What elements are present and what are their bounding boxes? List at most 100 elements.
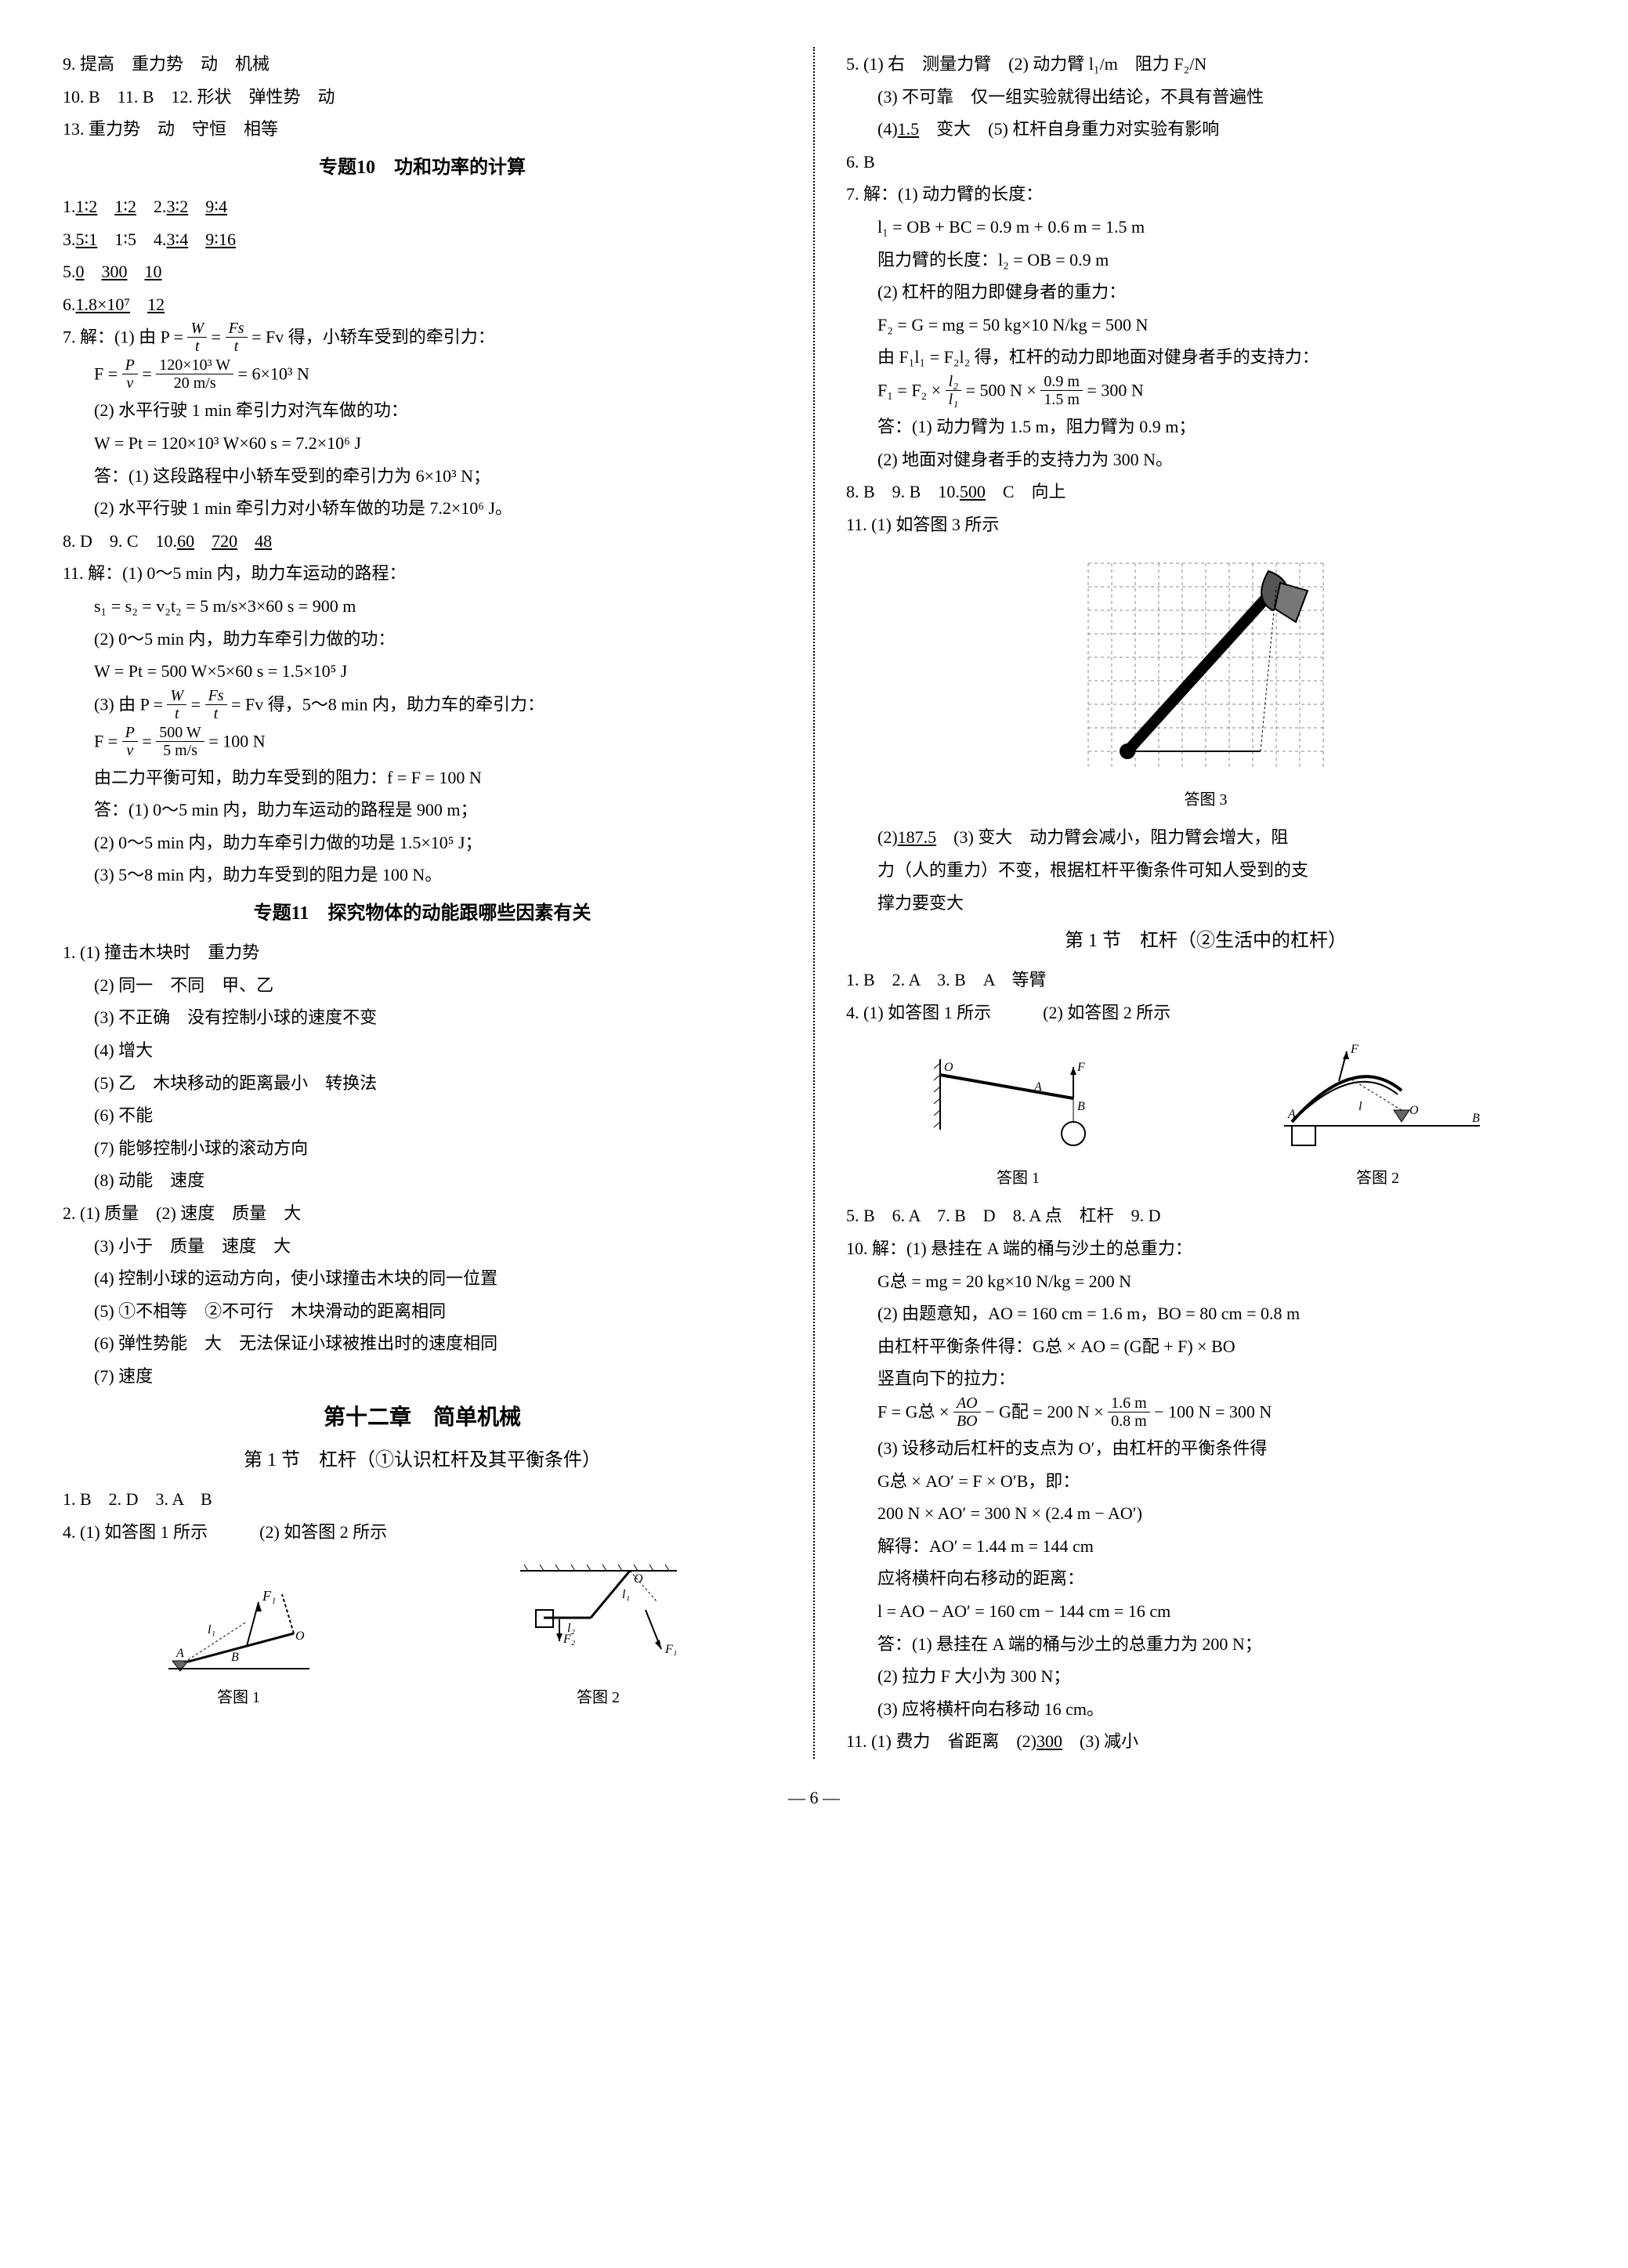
figure-label: 答图 1 (153, 1684, 325, 1712)
text-line: 答：(1) 动力臂为 1.5 m，阻力臂为 0.9 m； (846, 411, 1565, 443)
svg-text:F: F (1350, 1043, 1358, 1056)
text-line: 1. B 2. D 3. A B (63, 1484, 782, 1515)
text-line: 6.1.8×10⁷ 12 (63, 289, 782, 320)
svg-text:B: B (1472, 1112, 1480, 1125)
text-line: 由杠杆平衡条件得：G总 × AO = (G配 + F) × BO (846, 1331, 1565, 1362)
text-line: 11. (1) 如答图 3 所示 (846, 509, 1565, 541)
text-line: F = Pv = 500 W5 m/s = 100 N (63, 725, 782, 761)
svg-text:A: A (1287, 1108, 1296, 1121)
fraction: Fst (226, 320, 248, 355)
fraction: Pv (122, 724, 138, 759)
text-line: 答：(1) 0～5 min 内，助力车运动的路程是 900 m； (63, 794, 782, 826)
text-line: (2) 0～5 min 内，助力车牵引力做的功是 1.5×10⁵ J； (63, 827, 782, 859)
text-line: 撑力要变大 (846, 888, 1565, 919)
text-line: F₁ = F₂ × l₂l₁ = 500 N × 0.9 m1.5 m = 30… (846, 374, 1565, 410)
svg-text:l₁: l₁ (622, 1588, 630, 1601)
text-line: 答：(1) 悬挂在 A 端的桶与沙土的总重力为 200 N； (846, 1629, 1565, 1660)
text-line: 由 F₁l₁ = F₂l₂ 得，杠杆的动力即地面对健身者手的支持力： (846, 342, 1565, 373)
text-line: G总 × AO′ = F × O′B，即： (846, 1466, 1565, 1497)
svg-text:F₂: F₂ (563, 1633, 576, 1646)
text-line: 11. 解：(1) 0～5 min 内，助力车运动的路程： (63, 558, 782, 589)
lever-pull-diagram-icon: O A F B (917, 1036, 1120, 1161)
text-line: W = Pt = 120×10³ W×60 s = 7.2×10⁶ J (63, 428, 782, 459)
text-line: 8. B 9. B 10.500 C 向上 (846, 476, 1565, 508)
text-line: (3) 不正确 没有控制小球的速度不变 (63, 1002, 782, 1033)
text-line: 3.5∶1 1∶5 4.3∶4 9∶16 (63, 224, 782, 255)
text-line: l₁ = OB + BC = 0.9 m + 0.6 m = 1.5 m (846, 212, 1565, 243)
text-line: (5) ①不相等 ②不可行 木块滑动的距离相同 (63, 1296, 782, 1327)
text-line: 1.1∶2 1∶2 2.3∶2 9∶4 (63, 191, 782, 222)
text-line: 力（人的重力）不变，根据杠杆平衡条件可知人受到的支 (846, 855, 1565, 886)
svg-text:l₁: l₁ (208, 1623, 215, 1637)
svg-text:l: l (1358, 1100, 1362, 1113)
svg-text:A: A (1033, 1080, 1042, 1094)
text-line: 2. (1) 质量 (2) 速度 质量 大 (63, 1198, 782, 1229)
section-1b-title: 第 1 节 杠杆（②生活中的杠杆） (846, 924, 1565, 958)
text-line: 答：(1) 这段路程中小轿车受到的牵引力为 6×10³ N； (63, 461, 782, 492)
text-line: (2) 拉力 F 大小为 300 N； (846, 1661, 1565, 1692)
figure-label: 答图 2 (505, 1684, 693, 1712)
svg-text:O: O (634, 1572, 643, 1586)
svg-text:F₁: F₁ (664, 1643, 677, 1656)
figure-1-right: O A F B 答图 1 (917, 1036, 1120, 1192)
figure-2-right: A F l O B 答图 2 (1261, 1036, 1496, 1192)
text-line: G总 = mg = 20 kg×10 N/kg = 200 N (846, 1266, 1565, 1297)
text-line: F₂ = G = mg = 50 kg×10 N/kg = 500 N (846, 309, 1565, 341)
text-line: (2) 地面对健身者手的支持力为 300 N。 (846, 444, 1565, 476)
svg-text:O: O (295, 1630, 305, 1643)
text-line: (3) 设移动后杠杆的支点为 O′，由杠杆的平衡条件得 (846, 1433, 1565, 1464)
fraction: Wt (167, 687, 186, 722)
text-line: (2) 杠杆的阻力即健身者的重力： (846, 277, 1565, 308)
text-line: (4)1.5 变大 (5) 杠杆自身重力对实验有影响 (846, 114, 1565, 145)
text-line: 13. 重力势 动 守恒 相等 (63, 114, 782, 145)
fraction: 500 W5 m/s (156, 724, 204, 759)
text-line: (6) 弹性势能 大 无法保证小球被推出时的速度相同 (63, 1328, 782, 1359)
section-title-10: 专题10 功和功率的计算 (63, 151, 782, 185)
text-line: 9. 提高 重力势 动 机械 (63, 49, 782, 80)
text-line: F = Pv = 120×10³ W20 m/s = 6×10³ N (63, 358, 782, 393)
text-line: 应将横杆向右移动的距离： (846, 1563, 1565, 1594)
text-line: 10. B 11. B 12. 形状 弹性势 动 (63, 81, 782, 113)
text-line: F = G总 × AOBO − G配 = 200 N × 1.6 m0.8 m … (846, 1396, 1565, 1431)
text-line: (2) 水平行驶 1 min 牵引力对小轿车做的功是 7.2×10⁶ J。 (63, 493, 782, 524)
text-line: (2) 水平行驶 1 min 牵引力对汽车做的功： (63, 395, 782, 426)
text-line: 4. (1) 如答图 1 所示 (2) 如答图 2 所示 (846, 997, 1565, 1029)
figure-label: 答图 2 (1261, 1164, 1496, 1192)
svg-text:F: F (1076, 1061, 1085, 1074)
text-line: (3) 由 P = Wt = Fst = Fv 得，5～8 min 内，助力车的… (63, 689, 782, 724)
text-line: s₁ = s₂ = v₂t₂ = 5 m/s×3×60 s = 900 m (63, 591, 782, 622)
text-line: (8) 动能 速度 (63, 1165, 782, 1196)
text-line: 7. 解：(1) 由 P = Wt = Fst = Fv 得，小轿车受到的牵引力… (63, 321, 782, 356)
text-line: 1. (1) 撞击木块时 重力势 (63, 937, 782, 968)
text-line: 5. (1) 右 测量力臂 (2) 动力臂 l₁/m 阻力 F₂/N (846, 49, 1565, 80)
figure-1-left: F₁ l₁ A B O 答图 1 (153, 1571, 325, 1712)
text-line: W = Pt = 500 W×5×60 s = 1.5×10⁵ J (63, 656, 782, 687)
text-line: (3) 不可靠 仅一组实验就得出结论，不具有普遍性 (846, 81, 1565, 113)
text-line: (2) 同一 不同 甲、乙 (63, 970, 782, 1001)
text-line: 200 N × AO′ = 300 N × (2.4 m − AO′) (846, 1498, 1565, 1529)
text-line: 7. 解：(1) 动力臂的长度： (846, 179, 1565, 210)
text-line: 10. 解：(1) 悬挂在 A 端的桶与沙土的总重力： (846, 1233, 1565, 1264)
figure-label: 答图 3 (1065, 786, 1347, 814)
page-number: — 6 — (63, 1782, 1565, 1814)
text-line: (2) 0～5 min 内，助力车牵引力做的功： (63, 624, 782, 655)
text-line: 6. B (846, 146, 1565, 178)
page-two-column: 9. 提高 重力势 动 机械 10. B 11. B 12. 形状 弹性势 动 … (63, 47, 1565, 1759)
lever-diagram-2-icon: O l₁ l₂ F₂ F₁ (505, 1555, 693, 1680)
text-line: (4) 控制小球的运动方向，使小球撞击木块的同一位置 (63, 1263, 782, 1294)
figure-row-left: F₁ l₁ A B O 答图 1 (63, 1555, 782, 1712)
fraction: AOBO (953, 1394, 981, 1430)
text-line: l = AO − AO′ = 160 cm − 144 cm = 16 cm (846, 1596, 1565, 1627)
section-1a-title: 第 1 节 杠杆（①认识杠杆及其平衡条件） (63, 1444, 782, 1478)
text-line: 8. D 9. C 10.60 720 48 (63, 526, 782, 557)
text-line: (5) 乙 木块移动的距离最小 转换法 (63, 1068, 782, 1099)
right-column: 5. (1) 右 测量力臂 (2) 动力臂 l₁/m 阻力 F₂/N (3) 不… (846, 47, 1565, 1759)
text-line: (7) 能够控制小球的滚动方向 (63, 1133, 782, 1164)
fraction: l₂l₁ (946, 373, 962, 408)
fraction: Fst (205, 687, 227, 722)
text-line: 解得：AO′ = 1.44 m = 144 cm (846, 1531, 1565, 1562)
text-line: (2) 由题意知，AO = 160 cm = 1.6 m，BO = 80 cm … (846, 1298, 1565, 1329)
text-line: 5.0 300 10 (63, 256, 782, 288)
text-line: 5. B 6. A 7. B D 8. A 点 杠杆 9. D (846, 1200, 1565, 1232)
text-line: (7) 速度 (63, 1361, 782, 1392)
